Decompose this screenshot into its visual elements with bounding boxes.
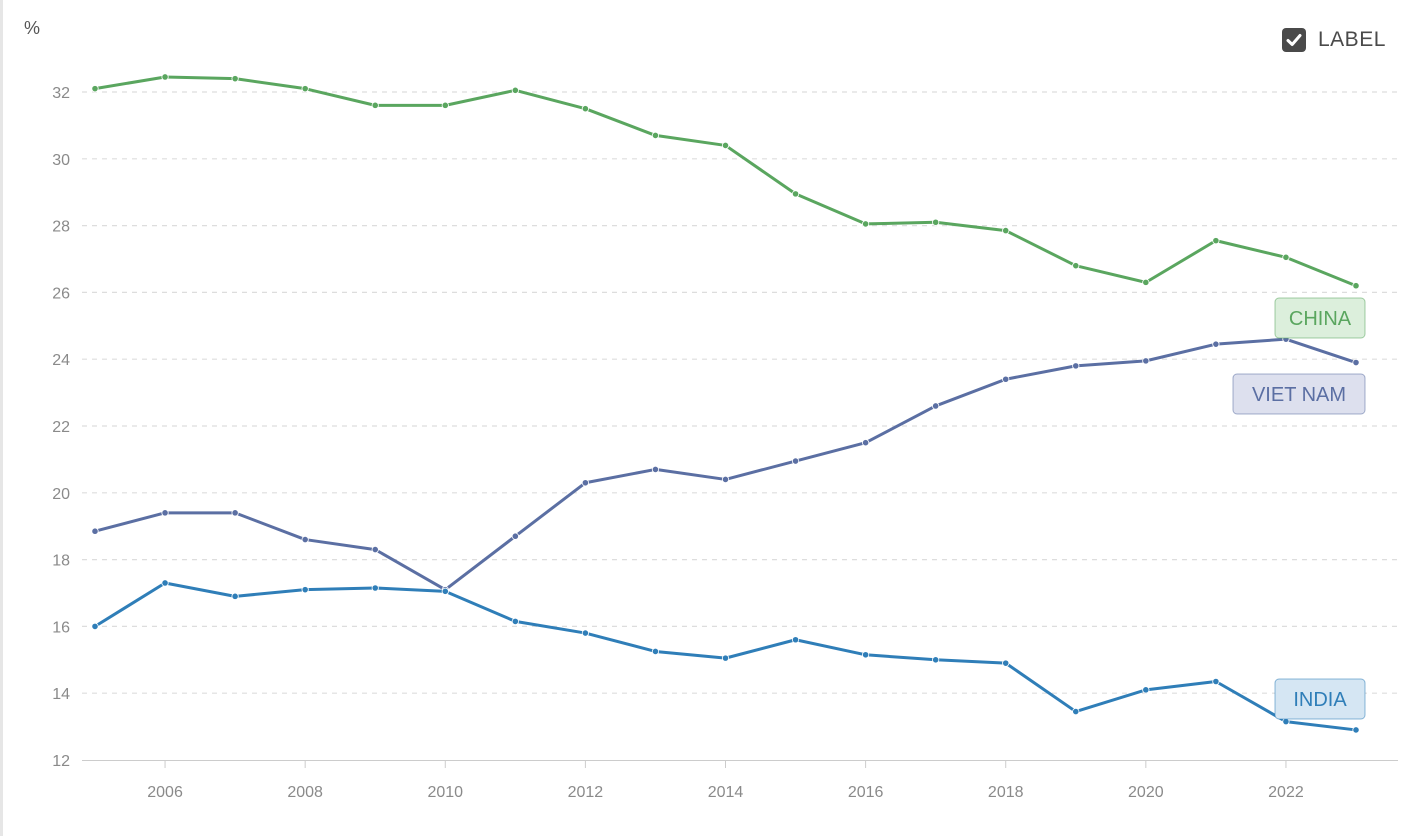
checkbox-checked-icon[interactable] <box>1282 28 1306 52</box>
data-point-china <box>1002 227 1010 235</box>
data-point-india <box>862 651 870 659</box>
data-point-china <box>301 85 309 93</box>
data-point-india <box>721 654 730 662</box>
data-point-india <box>91 622 99 631</box>
data-point-viet-nam <box>721 475 730 484</box>
data-point-china <box>1212 237 1220 245</box>
data-point-china <box>231 75 239 83</box>
data-point-india <box>651 647 660 656</box>
data-point-china <box>1072 262 1080 270</box>
y-tick-label: 32 <box>52 85 70 102</box>
data-point-india <box>511 617 519 625</box>
series-line-viet-nam <box>93 337 1358 592</box>
x-tick-label: 2010 <box>427 784 463 801</box>
series-label-viet-nam: VIET NAM <box>1252 384 1346 406</box>
y-tick-label: 30 <box>52 152 70 169</box>
data-point-china <box>441 101 449 109</box>
series-label-india: INDIA <box>1293 689 1347 711</box>
data-point-viet-nam <box>1352 358 1360 367</box>
y-tick-label: 22 <box>52 419 70 436</box>
data-point-viet-nam <box>862 439 870 447</box>
x-tick-label: 2018 <box>988 784 1024 801</box>
x-tick-label: 2020 <box>1128 784 1164 801</box>
series-label-box-viet-nam <box>1232 373 1366 415</box>
data-point-viet-nam <box>1212 340 1220 348</box>
data-point-viet-nam <box>932 402 940 410</box>
data-point-india <box>1072 707 1080 716</box>
data-point-viet-nam <box>371 545 379 554</box>
data-point-viet-nam <box>161 509 169 517</box>
data-point-china <box>161 73 169 81</box>
data-point-india <box>371 584 379 592</box>
data-point-viet-nam <box>511 532 519 540</box>
data-point-viet-nam <box>1072 362 1080 370</box>
x-tick-label: 2014 <box>708 784 744 801</box>
data-point-india <box>1002 659 1010 667</box>
data-point-china <box>581 105 589 113</box>
data-point-india <box>1142 686 1150 694</box>
data-point-viet-nam <box>1002 375 1010 383</box>
y-tick-label: 12 <box>52 753 70 770</box>
y-tick-label: 28 <box>52 219 70 236</box>
y-tick-label: 14 <box>52 686 70 703</box>
series-label-china: CHINA <box>1289 308 1352 330</box>
data-point-india <box>231 592 239 600</box>
data-point-china <box>371 101 379 109</box>
data-point-china <box>651 131 660 140</box>
series-label-box-china <box>1274 297 1366 339</box>
left-border <box>0 0 3 836</box>
y-axis-unit-label: % <box>24 18 41 38</box>
data-point-viet-nam <box>791 457 800 465</box>
data-point-china <box>91 85 99 93</box>
data-point-china <box>791 190 800 198</box>
y-tick-label: 24 <box>52 352 70 369</box>
data-point-china <box>932 218 940 226</box>
data-point-viet-nam <box>231 509 239 517</box>
data-point-india <box>1352 726 1360 734</box>
series-line-china <box>93 75 1358 288</box>
y-tick-label: 20 <box>52 486 70 503</box>
label-toggle-text: LABEL <box>1318 28 1386 51</box>
data-point-viet-nam <box>1142 357 1150 365</box>
label-toggle[interactable]: LABEL <box>1282 28 1386 52</box>
data-point-china <box>1282 253 1290 261</box>
data-point-india <box>161 579 169 587</box>
data-point-india <box>301 586 309 594</box>
x-tick-label: 2016 <box>848 784 884 801</box>
data-point-india <box>1212 677 1220 686</box>
data-point-china <box>862 220 870 228</box>
x-tick-label: 2022 <box>1268 784 1304 801</box>
data-point-india <box>791 636 800 644</box>
x-tick-label: 2006 <box>147 784 183 801</box>
x-tick-label: 2012 <box>568 784 604 801</box>
data-point-china <box>1142 278 1150 286</box>
y-tick-label: 18 <box>52 553 70 570</box>
data-point-india <box>581 629 589 637</box>
data-point-viet-nam <box>301 535 309 544</box>
y-tick-label: 26 <box>52 285 70 302</box>
series-label-box-india <box>1274 678 1366 720</box>
data-point-viet-nam <box>581 479 589 487</box>
data-point-china <box>511 86 519 94</box>
data-point-india <box>441 587 449 595</box>
x-tick-label: 2008 <box>287 784 323 801</box>
data-point-china <box>721 141 730 150</box>
data-point-viet-nam <box>651 465 660 474</box>
data-point-china <box>1352 282 1360 290</box>
y-tick-label: 16 <box>52 619 70 636</box>
data-point-india <box>932 656 940 664</box>
data-point-viet-nam <box>91 527 99 535</box>
